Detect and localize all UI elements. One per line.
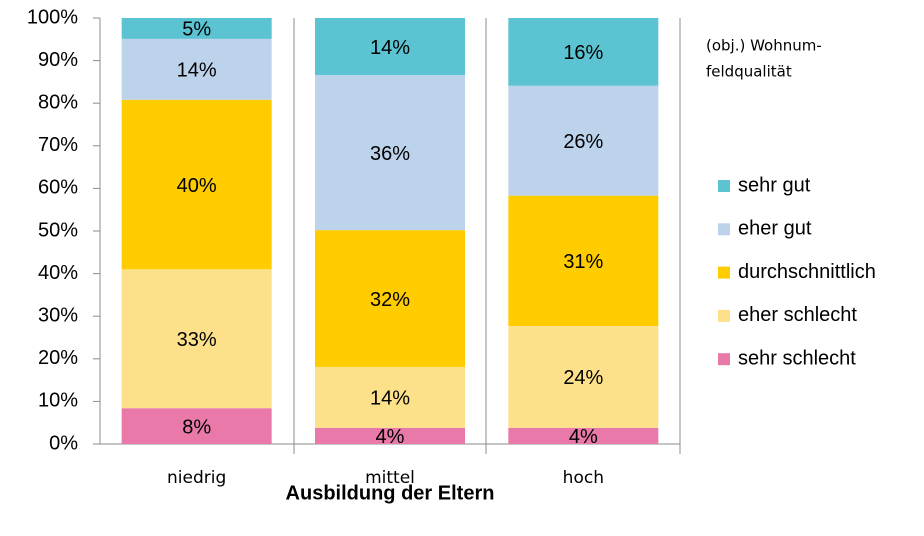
value-label: 31% xyxy=(563,251,603,273)
bar-segment xyxy=(315,230,465,367)
y-tick-label: 90% xyxy=(38,49,78,71)
value-label: 24% xyxy=(563,367,603,389)
value-label: 26% xyxy=(563,131,603,153)
legend-swatch xyxy=(718,266,730,279)
bar-segment xyxy=(315,75,465,231)
legend-swatch xyxy=(718,309,730,322)
legend-swatch xyxy=(718,223,730,236)
bar-segment xyxy=(508,325,659,428)
bar-segment xyxy=(508,195,659,326)
legend-label: eher schlecht xyxy=(738,304,857,326)
value-label: 40% xyxy=(177,175,217,197)
legend-label: durchschnittlich xyxy=(738,261,876,283)
value-label: 36% xyxy=(370,143,410,165)
bar-segment xyxy=(315,427,465,444)
bar-segment xyxy=(508,18,659,86)
y-tick-label: 70% xyxy=(38,134,78,156)
legend-label: eher gut xyxy=(738,218,812,240)
y-tick-label: 40% xyxy=(38,262,78,284)
bar-segment xyxy=(121,269,272,409)
bar-segment xyxy=(121,99,272,270)
x-axis-title: Ausbildung der Eltern xyxy=(286,482,495,504)
y-tick-label: 30% xyxy=(38,304,78,326)
x-tick-label: niedrig xyxy=(167,468,226,488)
value-label: 16% xyxy=(563,42,603,64)
y-tick-label: 50% xyxy=(38,219,78,241)
value-label: 14% xyxy=(370,388,410,410)
value-label: 5% xyxy=(182,19,211,41)
legend-label: sehr schlecht xyxy=(738,347,856,369)
value-label: 32% xyxy=(370,289,410,311)
value-label: 4% xyxy=(569,426,598,448)
y-tick-label: 80% xyxy=(38,91,78,113)
bar-segment xyxy=(315,18,465,76)
legend-title: (obj.) Wohnum- xyxy=(706,37,822,55)
value-label: 14% xyxy=(177,60,217,82)
bar-segment xyxy=(121,38,272,100)
bar-segment xyxy=(508,85,659,196)
bar-segment xyxy=(508,427,659,444)
y-tick-label: 100% xyxy=(27,6,78,28)
value-label: 33% xyxy=(177,329,217,351)
legend-swatch xyxy=(718,180,730,192)
legend-swatch xyxy=(718,353,730,366)
y-tick-label: 20% xyxy=(38,347,78,369)
value-label: 14% xyxy=(370,37,410,59)
legend-title: feldqualität xyxy=(706,63,792,81)
y-tick-label: 0% xyxy=(49,432,78,454)
y-tick-label: 10% xyxy=(38,390,78,412)
value-label: 4% xyxy=(376,426,405,448)
bar-segment xyxy=(121,408,272,444)
value-label: 8% xyxy=(182,416,211,438)
legend-label: sehr gut xyxy=(738,174,811,196)
y-tick-label: 60% xyxy=(38,177,78,199)
bar-segment xyxy=(121,18,272,39)
bar-segment xyxy=(315,366,465,428)
x-tick-label: mittel xyxy=(365,468,415,488)
x-tick-label: hoch xyxy=(563,468,604,488)
